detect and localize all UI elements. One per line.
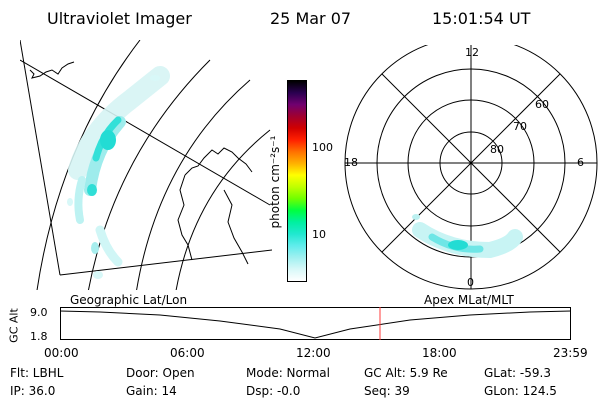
polar-aurora xyxy=(412,214,523,259)
image-edge xyxy=(20,40,61,276)
mlat-label-60: 60 xyxy=(535,98,549,111)
altitude-plot-frame xyxy=(60,307,571,340)
coastline xyxy=(29,61,75,79)
polar-plot xyxy=(344,45,598,290)
lat-arc xyxy=(88,59,211,290)
colorbar-tick-100: 100 xyxy=(312,141,333,154)
mlat-label-70: 70 xyxy=(513,120,527,133)
colorbar-unit-label: photon cm⁻²s⁻¹ xyxy=(268,135,282,229)
date-label: 25 Mar 07 xyxy=(270,9,352,28)
polar-diagonal xyxy=(381,73,561,253)
info-flt: Flt: LBHL xyxy=(10,366,64,380)
geographic-image-panel xyxy=(20,40,272,290)
info-seq: Seq: 39 xyxy=(364,384,410,398)
info-gain: Gain: 14 xyxy=(126,384,177,398)
geographic-label: Geographic Lat/Lon xyxy=(70,293,188,307)
time-tick-2359: 23:59 xyxy=(553,346,588,360)
info-glat: GLat: -59.3 xyxy=(484,366,551,380)
coastline xyxy=(223,189,249,265)
lat-arc xyxy=(36,40,141,290)
altitude-plot xyxy=(60,307,572,340)
info-gc-alt: GC Alt: 5.9 Re xyxy=(364,366,448,380)
mlt-label-0: 0 xyxy=(467,276,474,289)
aurora-emission xyxy=(67,66,170,279)
lat-arc xyxy=(175,129,271,290)
info-glon: GLon: 124.5 xyxy=(484,384,557,398)
altitude-ytick-high: 9.0 xyxy=(30,306,48,319)
coastline xyxy=(184,147,253,176)
time-label: 15:01:54 UT xyxy=(432,9,531,28)
mlt-label-6: 6 xyxy=(577,156,584,169)
instrument-title: Ultraviolet Imager xyxy=(47,9,192,28)
info-dsp: Dsp: -0.0 xyxy=(246,384,301,398)
time-tick-1200: 12:00 xyxy=(296,346,331,360)
info-ip: IP: 36.0 xyxy=(10,384,56,398)
altitude-curve xyxy=(60,310,572,339)
lat-arc xyxy=(136,79,251,290)
apex-label: Apex MLat/MLT xyxy=(424,293,514,307)
mlat-label-80: 80 xyxy=(490,143,504,156)
coastline xyxy=(177,174,193,261)
altitude-ytick-low: 1.8 xyxy=(30,330,48,343)
lon-line xyxy=(59,249,272,276)
colorbar-tick-10: 10 xyxy=(312,228,326,241)
time-tick-0000: 00:00 xyxy=(44,346,79,360)
colorbar xyxy=(287,80,307,282)
mlt-label-18: 18 xyxy=(344,156,358,169)
time-tick-0600: 06:00 xyxy=(170,346,205,360)
altitude-ylabel: GC Alt xyxy=(7,308,21,343)
mlt-label-12: 12 xyxy=(465,46,479,59)
info-mode: Mode: Normal xyxy=(246,366,330,380)
time-tick-1800: 18:00 xyxy=(422,346,457,360)
colorbar-gradient xyxy=(288,81,306,281)
lon-line xyxy=(20,59,271,206)
info-door: Door: Open xyxy=(126,366,195,380)
